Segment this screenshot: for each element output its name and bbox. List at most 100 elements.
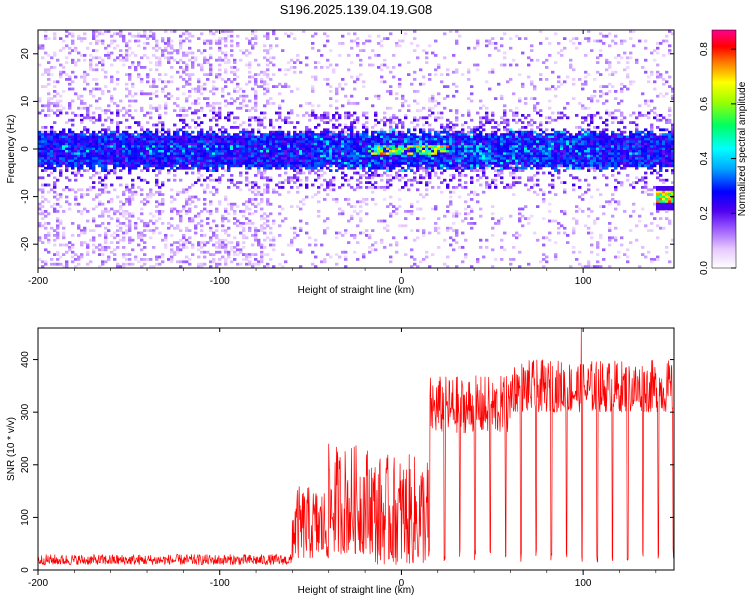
spectrogram-cell [188,219,192,223]
spectrogram-cell [458,159,462,163]
spectrogram-cell [194,138,198,141]
spectrogram-cell [422,147,426,151]
spectrogram-cell [311,75,315,79]
spectrogram-cell [266,51,270,55]
spectrogram-cell [413,78,417,81]
spectrogram-cell [371,157,375,160]
spectrogram-cell [197,150,201,153]
spectrogram-cell [476,42,480,45]
spectrogram-cell [281,135,285,139]
spectrogram-cell [218,147,222,151]
spectrogram-cell [119,238,123,242]
spectrogram-cell [311,135,315,139]
spectrogram-cell [236,219,240,223]
spectrogram-cell [290,186,294,189]
spectrogram-cell [287,61,291,64]
spectrogram-cell [239,171,243,175]
spectrogram-cell [185,130,189,134]
spectrogram-cell [299,157,303,160]
spectrogram-cell [254,164,258,168]
spectrogram-cell [254,99,258,103]
spectrogram-cell [299,207,303,211]
spectrogram-cell [107,169,111,172]
spectrogram-cell [308,130,312,134]
spectrogram-cell [434,116,438,120]
spectrogram-cell [254,226,258,230]
spectrogram-cell [224,85,228,88]
spectrogram-cell [209,66,213,69]
spectrogram-cell [236,142,240,146]
spectrogram-cell [143,202,147,206]
spectrogram-cell [83,162,87,165]
spectrogram-cell [74,140,78,144]
spectrogram-cell [137,142,141,146]
spectrogram-cell [368,154,372,158]
spectrogram-cell [242,234,246,237]
spectrogram-cell [212,154,216,158]
spectrogram-cell [317,190,321,194]
spectrogram-cell [425,147,429,151]
spectrogram-cell [185,162,189,165]
spectrogram-cell [86,210,90,213]
spectrogram-cell [314,32,318,36]
spectrogram-cell [224,150,228,153]
spectrogram-cell [215,229,219,232]
spectrogram-cell [257,150,261,153]
spectrogram-cell [191,87,195,91]
spectrogram-cell [473,145,477,148]
spectrogram-cell [203,262,207,266]
spectrogram-cell [374,111,378,115]
spectrogram-cell [173,142,177,146]
spectrogram-cell [422,231,426,235]
spectrogram-cell [356,162,360,165]
spectrogram-cell [191,152,195,156]
spectrogram-cell [245,159,249,163]
spectrogram-cell [398,154,402,158]
spectrogram-cell [125,135,129,139]
spectrogram-cell [296,87,300,91]
spectrogram-cell [164,46,168,50]
spectrogram-cell [110,140,114,144]
spectrogram-cell [119,34,123,38]
spectrogram-cell [125,87,129,91]
spectrogram-cell [269,164,273,168]
spectrogram-cell [164,152,168,156]
spectrogram-cell [143,66,147,69]
spectrogram-cell [428,150,432,153]
spectrogram-cell [395,174,399,177]
spectrogram-cell [467,142,471,146]
spectrogram-cell [266,202,270,206]
spectrogram-cell [212,186,216,189]
spectrogram-cell [89,42,93,45]
spectrogram-cell [413,70,417,74]
spectrogram-cell [281,157,285,160]
spectrogram-cell [170,142,174,146]
spectrogram-cell [449,202,453,206]
spectrogram-cell [92,56,96,60]
spectrogram-cell [62,188,66,192]
spectrogram-cell [314,265,318,268]
spectrogram-cell [341,142,345,146]
spectrogram-cell [236,157,240,160]
spectrogram-cell [350,154,354,158]
spectrogram-cell [41,56,45,60]
spectrogram-cell [92,236,96,240]
spectrogram-cell [194,142,198,146]
spectrogram-cell [386,135,390,139]
spectrogram-cell [275,162,279,165]
spectrogram-cell [158,140,162,144]
spectrogram-cell [53,102,57,105]
spectrogram-cell [287,138,291,141]
spectrogram-cell [203,49,207,52]
spectrogram-cell [233,183,237,187]
spectrogram-cell [395,171,399,175]
spectrogram-cell [278,92,282,96]
spectrogram-cell [137,61,141,64]
spectrogram-cell [377,130,381,134]
spectrogram-cell [236,34,240,38]
spectrogram-cell [344,152,348,156]
spectrogram-cell [290,226,294,230]
spectrogram-cell [476,138,480,141]
spectrogram-cell [134,99,138,103]
spectrogram-cell [230,241,234,244]
